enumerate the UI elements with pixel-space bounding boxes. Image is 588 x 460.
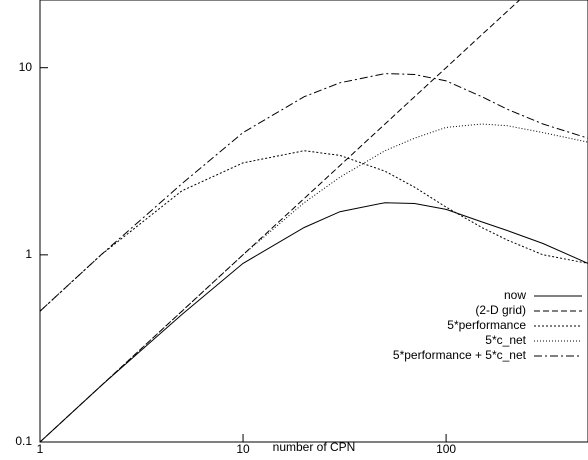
series-line [40, 73, 588, 312]
legend-label: 5*performance [447, 318, 526, 332]
series-line [40, 150, 588, 312]
legend-label: now [504, 288, 526, 302]
plot-frame [39, 0, 588, 443]
legend-label: (2-D grid) [475, 303, 526, 317]
x-tick-label: 1 [37, 442, 44, 455]
x-tick-label: 10 [236, 442, 250, 455]
series-line [40, 123, 588, 442]
x-axis-label: number of CPN [273, 440, 356, 454]
series-line [40, 202, 588, 442]
legend-label: 5*performance + 5*c_net [393, 348, 527, 362]
y-tick-label: 10 [19, 60, 33, 74]
x-tick-label: 100 [436, 442, 456, 455]
legend-label: 5*c_net [485, 333, 526, 347]
y-tick-label: 0.1 [15, 434, 32, 448]
y-tick-label: 1 [25, 247, 32, 261]
series-line [40, 0, 521, 442]
plot-area [40, 0, 588, 442]
